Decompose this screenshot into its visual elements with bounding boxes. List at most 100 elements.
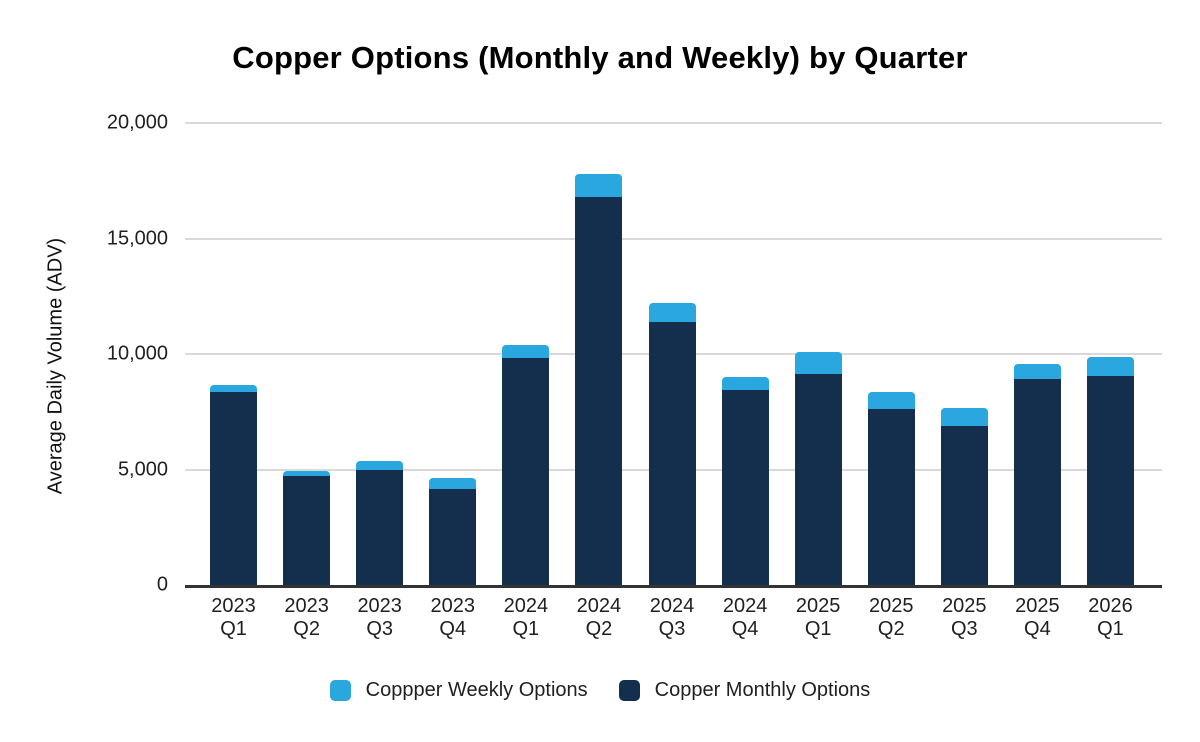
x-tick-year: 2025 bbox=[795, 595, 841, 617]
x-tick-label: 2026 Q1 bbox=[1074, 595, 1147, 641]
x-tick-quarter: Q4 bbox=[1024, 618, 1051, 640]
bar-segment-weekly[interactable] bbox=[721, 377, 769, 390]
x-tick-year: 2025 bbox=[868, 595, 914, 617]
bar-stack bbox=[1086, 357, 1134, 585]
bar-group-2023-q2 bbox=[270, 123, 343, 585]
bar-segment-weekly[interactable] bbox=[356, 461, 404, 470]
x-tick-quarter: Q3 bbox=[366, 618, 394, 640]
y-tick-label: 20,000 bbox=[106, 111, 168, 134]
x-tick-label: 2024 Q4 bbox=[709, 595, 782, 641]
x-tick-quarter: Q2 bbox=[293, 618, 320, 640]
bar-segment-weekly[interactable] bbox=[502, 344, 550, 358]
bar-group-2023-q4 bbox=[416, 123, 489, 585]
x-tick-quarter: Q2 bbox=[585, 618, 613, 640]
chart-title: Copper Options (Monthly and Weekly) by Q… bbox=[232, 40, 968, 75]
bar-group-2025-q1 bbox=[782, 123, 855, 585]
bar-stack bbox=[794, 351, 842, 585]
x-tick-year: 2026 bbox=[1088, 595, 1133, 617]
bar-stack bbox=[940, 408, 988, 585]
bar-segment-monthly[interactable] bbox=[794, 373, 842, 585]
gridline bbox=[185, 122, 1162, 124]
legend-item[interactable]: Copper Monthly Options bbox=[618, 678, 871, 702]
bar-segment-weekly[interactable] bbox=[210, 385, 258, 393]
legend-label: Coppper Weekly Options bbox=[365, 678, 588, 701]
bar-segment-weekly[interactable] bbox=[283, 470, 331, 477]
x-tick-label: 2023 Q4 bbox=[416, 595, 489, 641]
bar-segment-monthly[interactable] bbox=[648, 321, 696, 585]
bar-segment-weekly[interactable] bbox=[1086, 357, 1134, 376]
bar-stack bbox=[210, 385, 258, 585]
x-tick-label: 2025 Q1 bbox=[782, 595, 855, 641]
bar-segment-monthly[interactable] bbox=[1086, 375, 1134, 585]
bar-stack bbox=[283, 470, 331, 585]
bar-group-2025-q2 bbox=[855, 123, 928, 585]
x-tick-label: 2023 Q2 bbox=[270, 595, 343, 641]
x-tick-label: 2024 Q3 bbox=[635, 595, 708, 641]
bar-segment-monthly[interactable] bbox=[210, 392, 258, 585]
plot-area bbox=[185, 122, 1162, 588]
bar-segment-monthly[interactable] bbox=[721, 389, 769, 585]
x-tick-year: 2025 bbox=[1015, 595, 1060, 617]
x-tick-label: 2025 Q4 bbox=[1001, 595, 1074, 641]
bar-segment-monthly[interactable] bbox=[283, 476, 331, 585]
x-tick-quarter: Q2 bbox=[877, 618, 905, 640]
x-tick-label: 2023 Q1 bbox=[197, 595, 270, 641]
x-tick-year: 2023 bbox=[430, 595, 476, 617]
bar-segment-monthly[interactable] bbox=[575, 196, 623, 585]
x-tick-year: 2024 bbox=[722, 595, 768, 617]
x-tick-quarter: Q1 bbox=[1097, 618, 1124, 640]
bar-group-2023-q3 bbox=[343, 123, 416, 585]
x-tick-year: 2023 bbox=[357, 595, 402, 617]
bar-group-2024-q2 bbox=[562, 123, 635, 585]
x-tick-year: 2023 bbox=[211, 595, 256, 617]
x-tick-year: 2025 bbox=[942, 595, 987, 617]
bar-segment-weekly[interactable] bbox=[648, 303, 696, 322]
bar-segment-weekly[interactable] bbox=[1013, 364, 1061, 380]
bar-group-2025-q3 bbox=[928, 123, 1001, 585]
bar-segment-monthly[interactable] bbox=[429, 489, 477, 585]
bar-segment-weekly[interactable] bbox=[429, 477, 477, 490]
y-tick-label: 5,000 bbox=[117, 458, 168, 480]
bar-stack bbox=[721, 377, 769, 585]
bar-stack bbox=[356, 461, 404, 585]
bar-segment-monthly[interactable] bbox=[867, 409, 915, 585]
bar-segment-weekly[interactable] bbox=[940, 408, 988, 426]
bar-stack bbox=[575, 173, 623, 585]
bar-segment-monthly[interactable] bbox=[502, 357, 550, 585]
bar-group-2024-q4 bbox=[709, 123, 782, 585]
x-tick-label: 2024 Q1 bbox=[489, 595, 562, 641]
x-tick-quarter: Q4 bbox=[731, 618, 759, 640]
bar-segment-monthly[interactable] bbox=[1013, 379, 1061, 585]
bar-group-2025-q4 bbox=[1001, 123, 1074, 585]
bar-stack bbox=[648, 303, 696, 585]
legend-label: Copper Monthly Options bbox=[654, 678, 871, 701]
x-tick-quarter: Q3 bbox=[950, 618, 978, 640]
bar-segment-weekly[interactable] bbox=[867, 392, 915, 410]
x-tick-label: 2025 Q2 bbox=[855, 595, 928, 641]
legend: Coppper Weekly Options Copper Monthly Opt… bbox=[0, 674, 1200, 706]
bar-stack bbox=[502, 344, 550, 585]
bar-group-2024-q3 bbox=[635, 123, 708, 585]
gridline bbox=[185, 237, 1162, 240]
x-tick-year: 2023 bbox=[284, 595, 329, 617]
x-tick-quarter: Q1 bbox=[220, 618, 247, 640]
y-tick-label: 15,000 bbox=[106, 227, 168, 249]
bar-segment-weekly[interactable] bbox=[794, 351, 842, 374]
x-tick-label: 2025 Q3 bbox=[928, 595, 1001, 641]
x-tick-quarter: Q3 bbox=[658, 618, 686, 640]
x-tick-quarter: Q1 bbox=[512, 618, 540, 640]
x-tick-quarter: Q4 bbox=[439, 618, 467, 640]
bar-segment-monthly[interactable] bbox=[940, 425, 988, 585]
bar-stack bbox=[867, 392, 915, 585]
bar-group-2023-q1 bbox=[197, 123, 270, 585]
x-tick-label: 2023 Q3 bbox=[343, 595, 416, 641]
x-axis-labels: 2023 Q1 2023 Q2 2023 Q3 2023 Q4 2024 Q1 2024 Q2 2024… bbox=[197, 595, 1147, 641]
y-tick-label: 10,000 bbox=[106, 342, 168, 365]
x-tick-year: 2024 bbox=[503, 595, 549, 617]
bar-stack bbox=[1013, 364, 1061, 585]
bar-segment-weekly[interactable] bbox=[575, 173, 623, 197]
bar-segment-monthly[interactable] bbox=[356, 469, 404, 585]
x-tick-year: 2024 bbox=[576, 595, 622, 617]
legend-item[interactable]: Coppper Weekly Options bbox=[329, 678, 588, 702]
